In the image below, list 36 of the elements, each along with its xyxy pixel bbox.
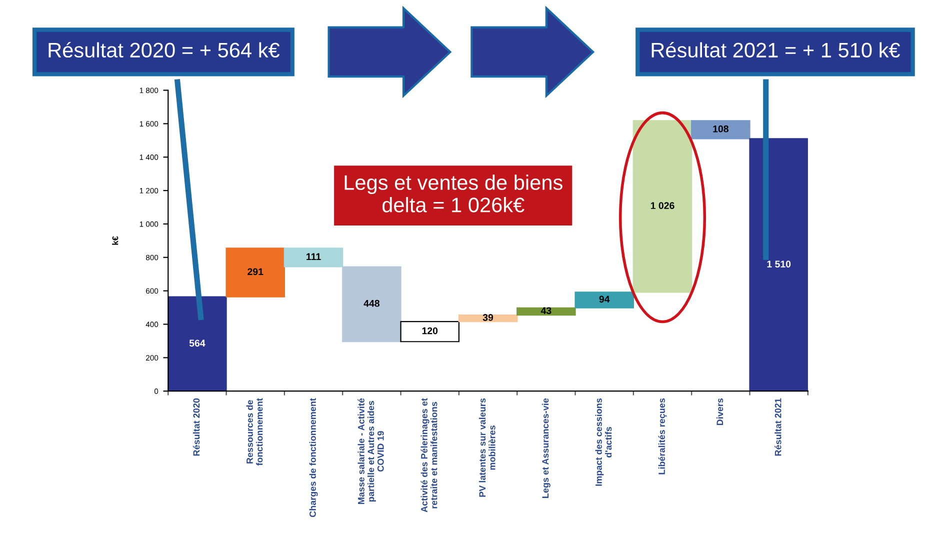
bar (400, 321, 460, 342)
x-tick-label: PV latentes sur valeurs mobilières (478, 398, 496, 497)
data-label: 108 (713, 125, 728, 132)
x-tick-label: Legs et Assurances-vie (542, 398, 550, 498)
bar (691, 120, 750, 140)
annotation: Legs et ventes de biens delta = 1 026k€ (344, 174, 562, 212)
data-label: 564 (189, 340, 206, 347)
bar (516, 307, 576, 316)
x-tick-label: Divers (716, 398, 724, 426)
bar (632, 120, 692, 293)
bar (749, 138, 808, 392)
bar (458, 314, 518, 322)
x-tick-label: Ressources de fonctionnement (246, 398, 263, 466)
bar (342, 266, 402, 342)
data-label: 39 (482, 314, 494, 321)
data-label: 1 510 (767, 260, 791, 268)
text: Résultat 2020 = + 564 k€ (48, 42, 280, 58)
data-label: 291 (248, 268, 264, 276)
x-tick-label: Masse salariale - Activité partielle et Autres aides COVID 19 (358, 398, 384, 504)
x-tick-label: Libéralités reçues (658, 398, 667, 474)
data-label: 120 (422, 327, 438, 334)
bar (226, 248, 285, 298)
x-tick-label: Charges de fonctionnement (309, 398, 318, 518)
x-tick-label: Résultat 2021 (774, 398, 782, 456)
x-tick-label: Impact des cessions d'actifs (595, 398, 612, 486)
bar (574, 292, 634, 308)
data-label: 111 (306, 253, 321, 260)
x-tick-label: Résultat 2020 (192, 398, 200, 456)
y-axis-title: k€ (112, 236, 118, 245)
text: Résultat 2021 = + 1 510 k€ (652, 42, 900, 58)
data-label: 43 (540, 307, 552, 314)
x-tick-label: Activité des Pélerinages et retraite et manifestations (420, 398, 438, 512)
bar (284, 248, 344, 268)
data-label: 448 (364, 300, 380, 307)
data-label: 94 (599, 296, 610, 303)
data-label: 1 026 (650, 202, 674, 210)
